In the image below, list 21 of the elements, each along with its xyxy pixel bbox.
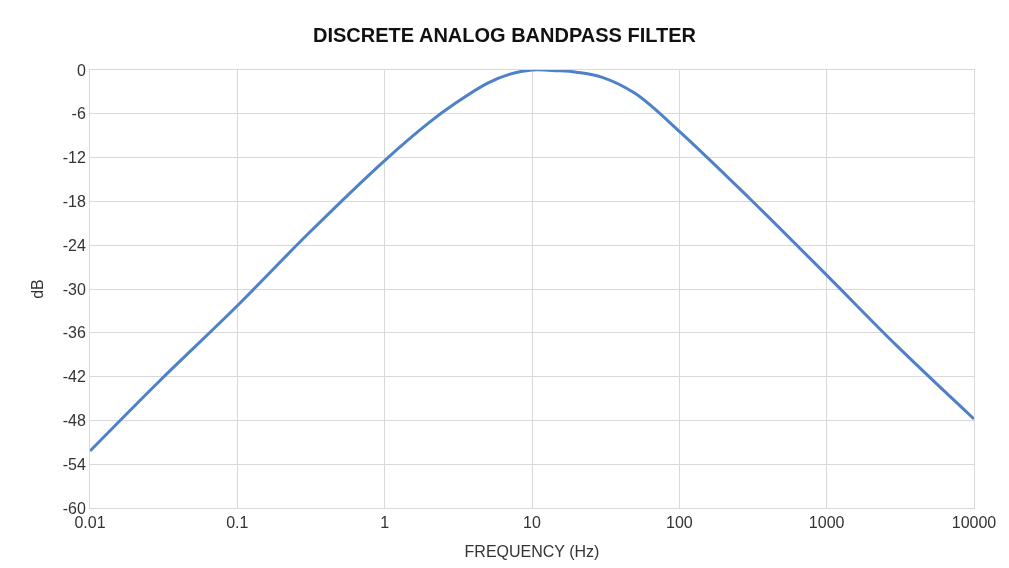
chart-title: DISCRETE ANALOG BANDPASS FILTER (313, 24, 697, 47)
y-axis-title: dB (28, 279, 46, 299)
y-tick-label: 0 (76, 61, 86, 79)
x-tick-label: 100 (665, 514, 693, 532)
y-tick-label: -24 (62, 236, 86, 254)
x-tick-label: 0.1 (226, 514, 249, 532)
x-tick-label: 0.01 (74, 514, 106, 532)
x-axis-title: FREQUENCY (Hz) (464, 542, 600, 560)
y-tick-label: -36 (62, 324, 86, 342)
x-tick-label: 1000 (808, 514, 845, 532)
y-tick-label: -12 (62, 149, 86, 167)
y-tick-label: -30 (62, 280, 86, 298)
y-tick-label: -6 (71, 105, 86, 123)
x-tick-label: 10000 (951, 514, 997, 532)
y-tick-label: -60 (62, 499, 86, 517)
y-tick-label: -18 (62, 193, 86, 210)
y-tick-label: -42 (62, 368, 86, 386)
y-tick-label: -48 (62, 412, 86, 429)
x-tick-label: 10 (523, 514, 541, 532)
x-tick-label: 1 (380, 514, 390, 532)
y-tick-label: -54 (62, 455, 86, 473)
